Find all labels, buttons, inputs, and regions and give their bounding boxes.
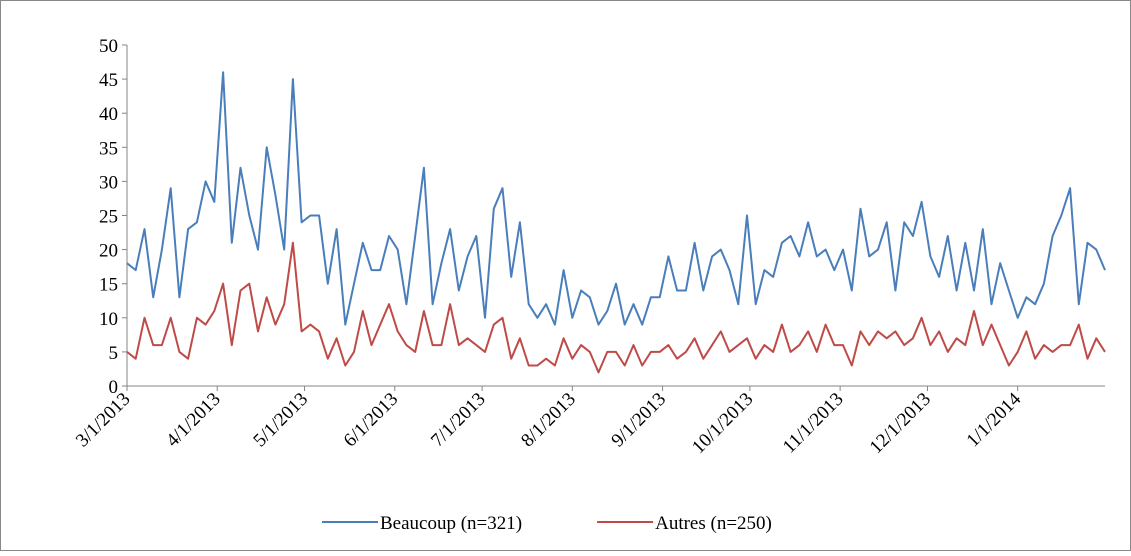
y-tick-label: 0 [109,377,119,398]
y-tick-label: 40 [99,104,118,125]
legend-label: Autres (n=250) [655,513,772,534]
y-tick-label: 10 [99,309,118,330]
series-line [126,241,1106,374]
legend-label: Beaucoup (n=321) [380,513,522,534]
y-tick-label: 50 [99,36,118,57]
y-tick-label: 35 [99,138,118,159]
y-tick-label: 5 [109,343,119,364]
y-tick-label: 30 [99,172,118,193]
y-tick-label: 15 [99,275,118,296]
y-tick-label: 45 [99,70,118,91]
series-line [126,71,1106,326]
y-tick-label: 25 [99,207,118,228]
y-tick-label: 20 [99,241,118,262]
